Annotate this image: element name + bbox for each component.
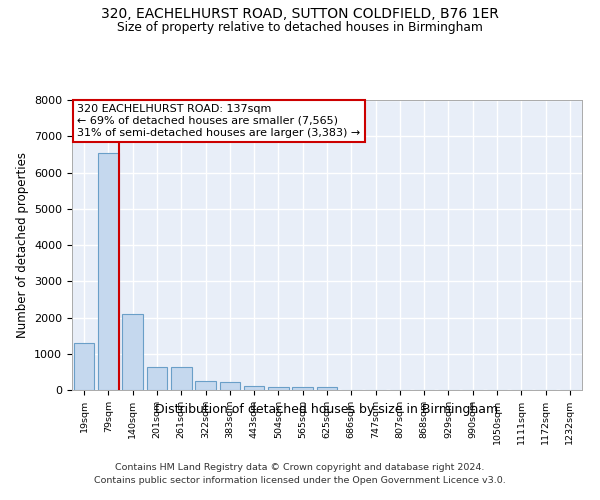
Bar — [220, 382, 240, 390]
Bar — [244, 386, 265, 390]
Text: 320, EACHELHURST ROAD, SUTTON COLDFIELD, B76 1ER: 320, EACHELHURST ROAD, SUTTON COLDFIELD,… — [101, 8, 499, 22]
Bar — [195, 381, 216, 390]
Text: Contains HM Land Registry data © Crown copyright and database right 2024.: Contains HM Land Registry data © Crown c… — [115, 462, 485, 471]
Bar — [74, 343, 94, 390]
Bar — [171, 367, 191, 390]
Y-axis label: Number of detached properties: Number of detached properties — [16, 152, 29, 338]
Text: Contains public sector information licensed under the Open Government Licence v3: Contains public sector information licen… — [94, 476, 506, 485]
Text: 320 EACHELHURST ROAD: 137sqm
← 69% of detached houses are smaller (7,565)
31% of: 320 EACHELHURST ROAD: 137sqm ← 69% of de… — [77, 104, 361, 138]
Bar — [292, 387, 313, 390]
Bar — [317, 387, 337, 390]
Bar — [146, 366, 167, 390]
Bar — [98, 152, 119, 390]
Bar — [122, 314, 143, 390]
Text: Distribution of detached houses by size in Birmingham: Distribution of detached houses by size … — [155, 402, 499, 415]
Bar — [268, 386, 289, 390]
Text: Size of property relative to detached houses in Birmingham: Size of property relative to detached ho… — [117, 21, 483, 34]
